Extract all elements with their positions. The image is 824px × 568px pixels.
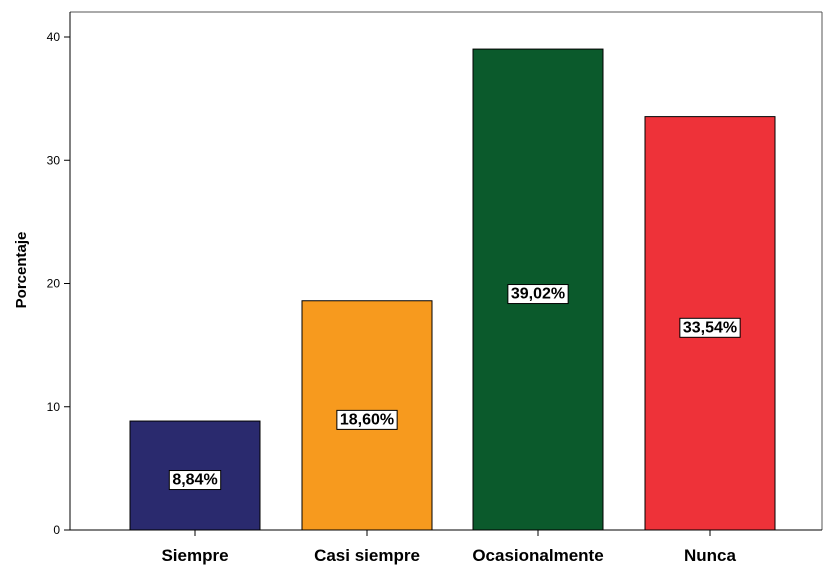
data-label-3: 33,54%: [683, 319, 737, 336]
x-tick-label-0: Siempre: [161, 546, 228, 565]
data-label-box-3: [679, 317, 741, 338]
data-label-box-1: [336, 409, 398, 430]
y-tick-label-0: 0: [53, 523, 60, 537]
y-tick-label-4: 40: [47, 30, 61, 44]
bars-group: [129, 48, 776, 531]
axes-group: 0 10 20 30 40 Siempre Casi siempre Ocasionalmen…: [47, 11, 823, 565]
y-tick-label-2: 20: [47, 277, 61, 291]
data-label-box-0: [168, 470, 222, 491]
y-tick-label-3: 30: [47, 153, 61, 167]
data-labels-group: 8,84% 18,60% 39,02% 33,54%: [168, 284, 741, 491]
data-label-0: 8,84%: [172, 472, 217, 489]
x-tick-label-1: Casi siempre: [314, 546, 420, 565]
data-label-2: 39,02%: [511, 286, 565, 303]
data-label-1: 18,60%: [340, 411, 394, 428]
x-tick-label-3: Nunca: [684, 546, 737, 565]
y-tick-label-1: 10: [47, 400, 61, 414]
y-axis-title: Porcentaje: [13, 232, 30, 309]
x-tick-label-2: Ocasionalmente: [472, 546, 603, 565]
data-label-box-2: [507, 284, 569, 305]
